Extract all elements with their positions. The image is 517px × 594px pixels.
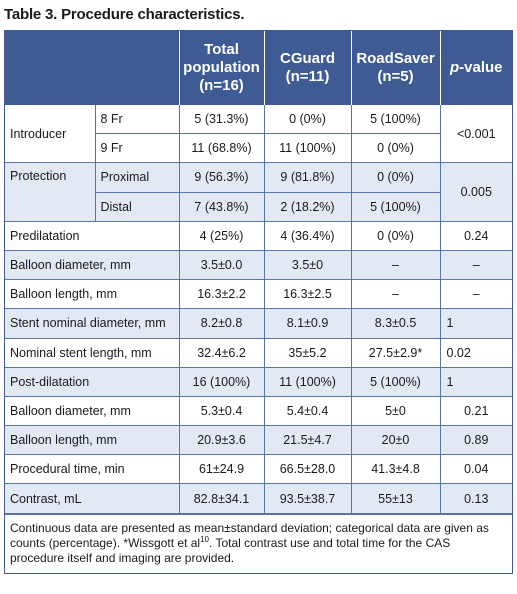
cell-cguard: 11 (100%): [263, 366, 352, 397]
row-label: Post-dilatation: [5, 366, 180, 397]
cell-roadsaver: 5 (100%): [350, 105, 441, 135]
cell-total: 9 (56.3%): [178, 162, 265, 193]
row-label: Balloon diameter, mm: [5, 395, 180, 427]
cell-total: 16.3±2.2: [178, 279, 265, 310]
table-row: Stent nominal diameter, mm 8.2±0.8 8.1±0…: [5, 308, 512, 339]
cell-total: 61±24.9: [178, 454, 265, 485]
cell-cguard: 5.4±0.4: [263, 395, 352, 427]
cell-pvalue: 0.04: [439, 454, 512, 485]
row-label: Balloon length, mm: [5, 279, 180, 310]
cell-cguard: 8.1±0.9: [263, 308, 352, 339]
table-frame: Total population (n=16) CGuard (n=11) Ro…: [4, 30, 513, 574]
cell-total: 82.8±34.1: [178, 483, 265, 514]
cell-pvalue: 0.24: [439, 220, 512, 251]
cell-roadsaver: –: [350, 249, 441, 281]
cell-pvalue: <0.001: [439, 105, 512, 164]
header-blank: [5, 31, 179, 105]
cell-total: 16 (100%): [178, 366, 265, 397]
cell-cguard: 4 (36.4%): [263, 220, 352, 251]
table-row: Distal 7 (43.8%) 2 (18.2%) 5 (100%): [5, 191, 512, 222]
row-label: Stent nominal diameter, mm: [5, 308, 180, 339]
table-row: Predilatation 4 (25%) 4 (36.4%) 0 (0%) 0…: [5, 220, 512, 251]
table-row: Contrast, mL 82.8±34.1 93.5±38.7 55±13 0…: [5, 483, 512, 514]
cell-cguard: 66.5±28.0: [263, 454, 352, 485]
cell-roadsaver: 0 (0%): [350, 162, 441, 193]
cell-pvalue: –: [439, 279, 512, 310]
cell-roadsaver: 27.5±2.9*: [350, 337, 441, 368]
header-row: Total population (n=16) CGuard (n=11) Ro…: [5, 31, 512, 105]
procedure-table: Total population (n=16) CGuard (n=11) Ro…: [5, 31, 512, 514]
table-row: Balloon length, mm 20.9±3.6 21.5±4.7 20±…: [5, 425, 512, 456]
row-sublabel: Proximal: [94, 162, 180, 193]
cell-total: 11 (68.8%): [178, 133, 265, 164]
cell-roadsaver: 0 (0%): [350, 133, 440, 164]
cell-pvalue: 0.89: [439, 425, 512, 456]
cell-cguard: 35±5.2: [263, 337, 352, 368]
cell-total: 3.5±0.0: [178, 249, 265, 281]
cell-total: 20.9±3.6: [178, 425, 265, 456]
cell-total: 5.3±0.4: [178, 395, 265, 427]
cell-pvalue: 0.21: [439, 395, 512, 427]
table-row: Nominal stent length, mm 32.4±6.2 35±5.2…: [5, 337, 512, 368]
table-row: Balloon diameter, mm 3.5±0.0 3.5±0 – –: [5, 249, 512, 281]
cell-pvalue: –: [439, 249, 512, 281]
cell-cguard: 11 (100%): [263, 133, 352, 164]
cell-pvalue: 1: [439, 308, 512, 339]
header-pvalue: p-value: [439, 31, 512, 105]
cell-cguard: 93.5±38.7: [263, 483, 352, 514]
row-label: Predilatation: [5, 220, 180, 251]
cell-cguard: 0 (0%): [263, 105, 352, 135]
cell-roadsaver: 55±13: [350, 483, 441, 514]
cell-cguard: 16.3±2.5: [263, 279, 352, 310]
cell-total: 8.2±0.8: [178, 308, 265, 339]
cell-roadsaver: –: [350, 279, 441, 310]
cell-roadsaver: 5 (100%): [350, 366, 441, 397]
cell-cguard: 3.5±0: [263, 249, 352, 281]
cell-total: 4 (25%): [178, 220, 265, 251]
header-cguard: CGuard (n=11): [263, 31, 351, 105]
cell-cguard: 21.5±4.7: [263, 425, 352, 456]
row-label: Balloon length, mm: [5, 425, 180, 456]
cell-total: 5 (31.3%): [178, 105, 265, 135]
row-label: Nominal stent length, mm: [5, 337, 180, 368]
cell-pvalue: 0.13: [439, 483, 512, 514]
table-footnote: Continuous data are presented as mean±st…: [5, 513, 512, 594]
row-label: Protection: [5, 162, 96, 222]
cell-roadsaver: 5 (100%): [350, 191, 440, 222]
table-row: Protection Proximal 9 (56.3%) 9 (81.8%) …: [5, 162, 512, 222]
row-sublabel: 8 Fr: [94, 105, 180, 135]
row-sublabel: Distal: [95, 191, 180, 222]
cell-roadsaver: 41.3±4.8: [350, 454, 441, 485]
cell-roadsaver: 5±0: [350, 395, 441, 427]
cell-pvalue: 0.005: [439, 162, 512, 222]
row-label: Procedural time, min: [5, 454, 180, 485]
table-row: Procedural time, min 61±24.9 66.5±28.0 4…: [5, 454, 512, 485]
table-row: Post-dilatation 16 (100%) 11 (100%) 5 (1…: [5, 366, 512, 397]
cell-roadsaver: 20±0: [350, 425, 441, 456]
table-row: Balloon diameter, mm 5.3±0.4 5.4±0.4 5±0…: [5, 395, 512, 427]
cell-total: 7 (43.8%): [178, 191, 265, 222]
cell-pvalue: 1: [439, 366, 512, 397]
table-row: Introducer 8 Fr 5 (31.3%) 0 (0%) 5 (100%…: [5, 105, 512, 164]
row-sublabel: 9 Fr: [95, 133, 180, 164]
cell-cguard: 9 (81.8%): [263, 162, 352, 193]
header-roadsaver: RoadSaver (n=5): [350, 31, 440, 105]
table-row: Balloon length, mm 16.3±2.2 16.3±2.5 – –: [5, 279, 512, 310]
cell-cguard: 2 (18.2%): [263, 191, 352, 222]
cell-roadsaver: 0 (0%): [350, 220, 441, 251]
cell-pvalue: 0.02: [439, 337, 512, 368]
cell-total: 32.4±6.2: [178, 337, 265, 368]
cell-roadsaver: 8.3±0.5: [350, 308, 441, 339]
header-total: Total population (n=16): [178, 31, 264, 105]
row-label: Contrast, mL: [5, 483, 180, 514]
row-label: Introducer: [5, 105, 96, 164]
table-title: Table 3. Procedure characteristics.: [4, 6, 245, 23]
row-label: Balloon diameter, mm: [5, 249, 180, 281]
